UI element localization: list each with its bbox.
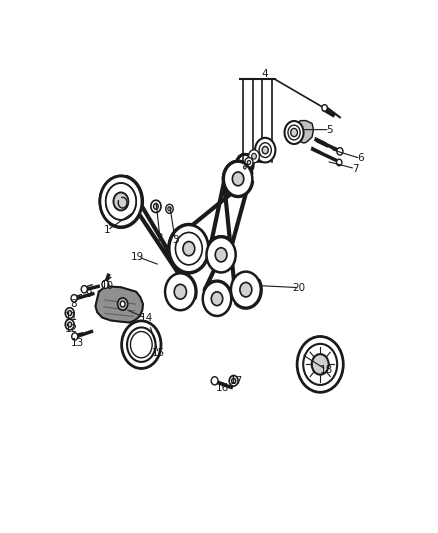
Circle shape [67, 311, 72, 316]
Circle shape [134, 336, 148, 353]
Circle shape [100, 176, 142, 227]
Text: 17: 17 [230, 376, 243, 386]
Circle shape [71, 295, 77, 302]
Circle shape [67, 322, 72, 327]
Polygon shape [110, 161, 251, 298]
Circle shape [249, 150, 259, 163]
Circle shape [81, 286, 87, 293]
Text: 4: 4 [262, 69, 268, 79]
Circle shape [106, 183, 136, 220]
Circle shape [165, 273, 196, 310]
Circle shape [151, 200, 161, 213]
Circle shape [65, 308, 74, 318]
Circle shape [285, 121, 304, 144]
Circle shape [251, 154, 256, 159]
Circle shape [113, 192, 128, 211]
Polygon shape [294, 120, 314, 143]
Polygon shape [95, 286, 143, 322]
Circle shape [245, 158, 253, 167]
Circle shape [303, 344, 337, 385]
Circle shape [168, 207, 171, 211]
Circle shape [206, 237, 236, 272]
Text: 2: 2 [157, 233, 163, 244]
Text: 5: 5 [326, 125, 333, 135]
Text: 9: 9 [85, 289, 92, 299]
Circle shape [288, 125, 300, 140]
Circle shape [113, 192, 128, 211]
Circle shape [120, 301, 125, 307]
Text: 18: 18 [320, 365, 333, 375]
Circle shape [211, 292, 223, 305]
Circle shape [255, 138, 276, 163]
Polygon shape [237, 154, 263, 169]
Circle shape [244, 166, 246, 169]
Circle shape [169, 225, 208, 272]
Circle shape [224, 161, 252, 196]
Circle shape [231, 272, 261, 308]
Text: 16: 16 [216, 383, 230, 393]
Text: 19: 19 [131, 252, 145, 262]
Circle shape [232, 378, 236, 383]
Circle shape [215, 248, 227, 262]
Text: 15: 15 [152, 348, 165, 358]
Text: 14: 14 [140, 313, 153, 324]
Circle shape [297, 336, 343, 392]
Circle shape [240, 282, 252, 297]
Text: 1: 1 [104, 225, 111, 235]
Circle shape [312, 354, 328, 375]
Text: 8: 8 [70, 299, 77, 309]
Circle shape [100, 176, 142, 227]
Text: 12: 12 [64, 324, 78, 334]
Text: 13: 13 [71, 338, 85, 348]
Circle shape [131, 332, 152, 358]
Circle shape [106, 183, 136, 220]
Circle shape [242, 164, 248, 171]
Circle shape [65, 319, 74, 330]
Circle shape [154, 204, 158, 209]
Circle shape [203, 281, 231, 316]
Circle shape [117, 298, 128, 310]
Text: 3: 3 [172, 236, 179, 245]
Circle shape [102, 280, 109, 288]
Circle shape [336, 159, 342, 166]
Circle shape [229, 375, 238, 386]
Circle shape [291, 128, 297, 136]
Circle shape [259, 143, 271, 158]
Circle shape [247, 160, 251, 165]
Circle shape [262, 147, 268, 154]
Circle shape [72, 333, 78, 340]
Text: 11: 11 [64, 312, 78, 322]
Circle shape [337, 148, 343, 155]
Circle shape [127, 327, 155, 362]
Circle shape [232, 172, 244, 186]
Circle shape [176, 232, 202, 265]
Text: 6: 6 [357, 154, 364, 163]
Circle shape [122, 321, 161, 368]
Circle shape [183, 241, 195, 256]
Polygon shape [205, 161, 261, 308]
Text: 10: 10 [101, 280, 114, 290]
Circle shape [174, 284, 187, 299]
Circle shape [211, 377, 218, 385]
Text: 7: 7 [352, 164, 358, 174]
Circle shape [166, 204, 173, 213]
Circle shape [322, 104, 327, 111]
Text: 20: 20 [293, 282, 306, 293]
